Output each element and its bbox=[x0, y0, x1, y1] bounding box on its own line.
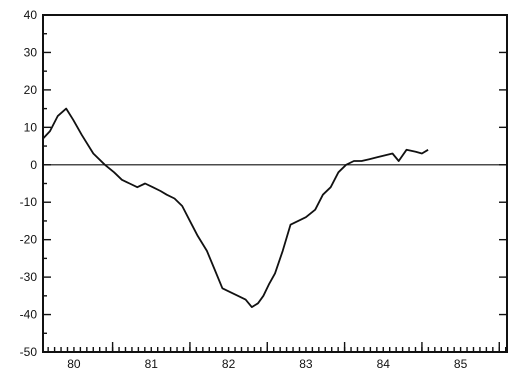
y-tick-label: -30 bbox=[20, 270, 38, 284]
y-tick-label: -20 bbox=[20, 233, 38, 247]
y-tick-label: 10 bbox=[24, 120, 38, 134]
x-tick-label: 82 bbox=[222, 357, 236, 371]
y-tick-label: 0 bbox=[30, 158, 37, 172]
axes bbox=[42, 14, 508, 353]
ticks bbox=[43, 14, 507, 353]
y-tick-label: 30 bbox=[24, 45, 38, 59]
x-tick-label: 84 bbox=[377, 357, 391, 371]
plot-frame bbox=[42, 14, 508, 353]
y-tick-label: -50 bbox=[20, 345, 38, 359]
series-layer bbox=[42, 107, 429, 309]
x-tick-label: 81 bbox=[145, 357, 159, 371]
y-tick-label: -40 bbox=[20, 308, 38, 322]
x-tick-label: 80 bbox=[67, 357, 81, 371]
y-tick-label: -10 bbox=[20, 195, 38, 209]
x-tick-label: 83 bbox=[299, 357, 313, 371]
y-tick-label: 40 bbox=[24, 8, 38, 22]
series-line bbox=[42, 107, 429, 309]
tick-labels: 40 30 20 10 0 -10 -20 -30 -40 -50 80 81 82 83 84 85 bbox=[20, 8, 468, 371]
y-tick-label: 20 bbox=[24, 83, 38, 97]
x-tick-label: 85 bbox=[454, 357, 468, 371]
